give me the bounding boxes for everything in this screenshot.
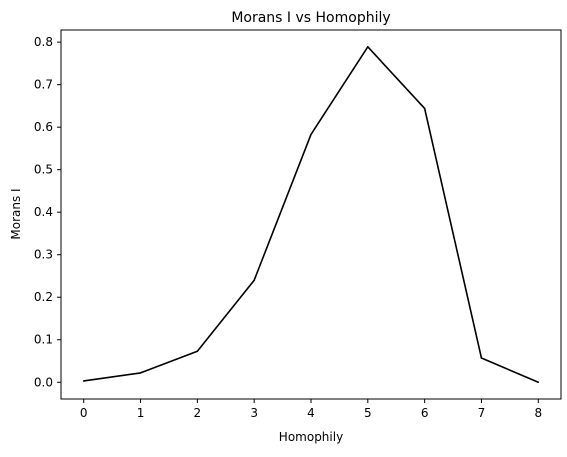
chart-title: Morans I vs Homophily [231, 10, 390, 26]
data-point [82, 380, 85, 382]
y-tick-label: 0.0 [34, 375, 53, 389]
x-tick-label: 0 [80, 406, 88, 420]
x-tick-label: 2 [194, 406, 202, 420]
x-axis-label: Homophily [279, 430, 343, 444]
y-tick-label: 0.2 [34, 290, 53, 304]
y-tick-label: 0.8 [34, 35, 53, 49]
data-point [537, 381, 540, 384]
data-point [367, 46, 369, 48]
x-tick-label: 6 [421, 406, 429, 420]
data-point [196, 350, 199, 353]
x-tick-label: 8 [534, 406, 542, 420]
y-axis-label: Morans I [9, 188, 23, 239]
y-tick-label: 0.5 [34, 163, 53, 177]
data-point [253, 279, 255, 282]
series-line [83, 46, 539, 383]
x-tick-label: 7 [478, 406, 486, 420]
x-tick-label: 4 [307, 406, 315, 420]
y-tick-label: 0.3 [34, 248, 53, 262]
y-tick-label: 0.7 [34, 78, 53, 92]
data-point [310, 133, 312, 136]
x-axis-ticks: 0 1 2 3 4 5 6 7 8 [80, 399, 542, 420]
x-tick-label: 1 [137, 406, 145, 420]
y-axis-ticks: 0.0 0.1 0.2 0.3 0.4 0.5 0.6 0.7 0.8 [34, 35, 61, 389]
y-tick-label: 0.4 [34, 205, 53, 219]
data-point [423, 107, 426, 110]
data-point [139, 372, 142, 374]
data-point [480, 357, 483, 359]
y-tick-label: 0.6 [34, 120, 53, 134]
series-layer [82, 46, 540, 384]
y-tick-label: 0.1 [34, 333, 53, 347]
x-tick-label: 3 [250, 406, 258, 420]
plot-area-frame [60, 29, 562, 400]
x-tick-label: 5 [364, 406, 372, 420]
